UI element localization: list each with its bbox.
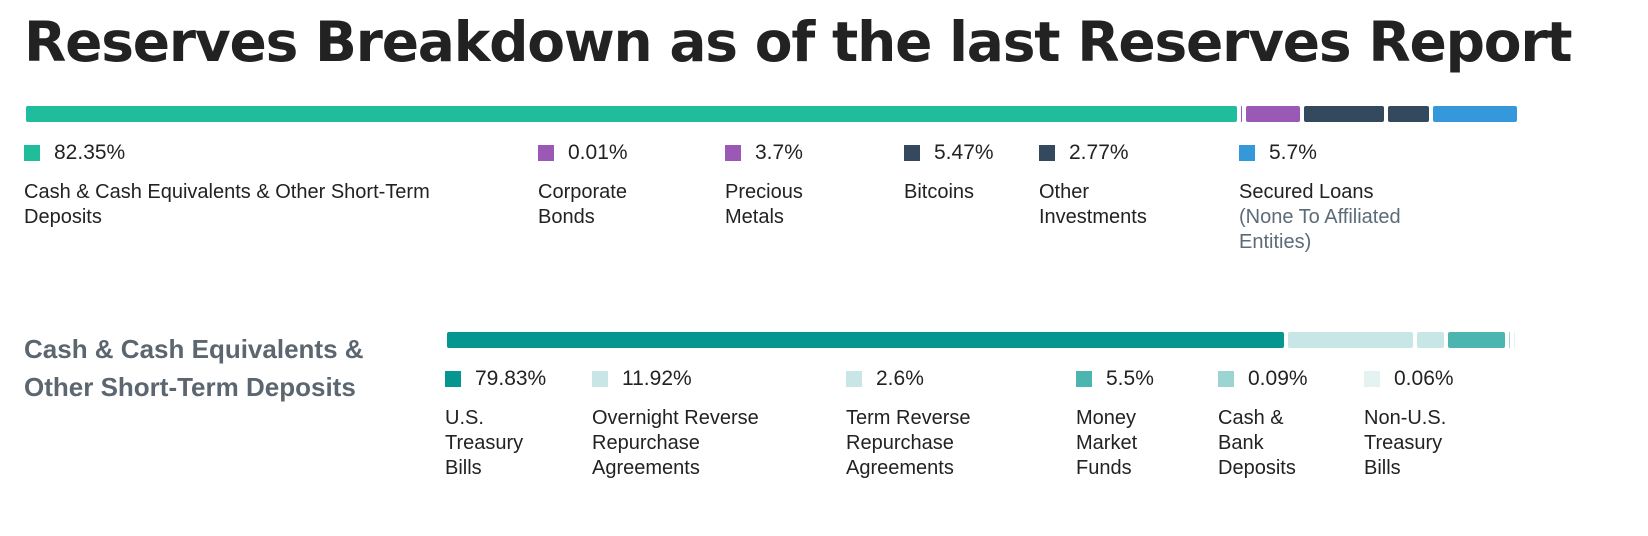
legend-label-line: Term Reverse <box>846 407 971 429</box>
reserves-legend-item-cash-and-cash-equivalents-and-other-short-term-deposits: 82.35% Cash & Cash Equivalents & Other Sh… <box>24 141 504 230</box>
reserves-bar-segment-secured-loans <box>1433 106 1517 122</box>
legend-label-line: Funds <box>1076 457 1132 479</box>
legend-label: Cash & Cash Equivalents & Other Short-Te… <box>24 180 504 230</box>
legend-swatch <box>1039 145 1055 161</box>
legend-swatch <box>1364 371 1380 387</box>
legend-label: Secured Loans (None To Affiliated Entities… <box>1239 180 1459 255</box>
reserves-legend-item-precious-metals: 3.7% Precious Metals <box>725 141 895 230</box>
cash-bar-segment-money-market-funds <box>1447 332 1506 348</box>
legend-swatch <box>725 145 741 161</box>
reserves-bar-segment-corporate-bonds <box>1240 106 1242 122</box>
legend-label-line: Cash & <box>1218 407 1284 429</box>
legend-swatch <box>445 371 461 387</box>
cash-stacked-bar <box>447 332 1516 348</box>
legend-label-line: Bills <box>445 457 482 479</box>
reserves-bar-segment-cash-and-cash-equivalents-and-other-short-term-deposits <box>26 106 1237 122</box>
legend-percentage: 2.77% <box>1069 141 1129 164</box>
legend-label: Other Investments <box>1039 180 1229 230</box>
legend-label-line: Market <box>1076 432 1138 454</box>
legend-label-line: Repurchase <box>592 432 700 454</box>
legend-percentage: 0.06% <box>1394 367 1454 390</box>
legend-label-line: Agreements <box>592 457 700 479</box>
cash-legend-item-non-u-s-treasury-bills: 0.06% Non-U.S. Treasury Bills <box>1364 367 1514 481</box>
legend-swatch <box>904 145 920 161</box>
cash-bar-segment-non-u-s-treasury-bills <box>1514 332 1516 348</box>
legend-label: U.S. Treasury Bills <box>445 406 585 481</box>
cash-legend-item-term-reverse-repurchase-agreements: 2.6% Term Reverse Repurchase Agreements <box>846 367 1066 481</box>
legend-label-line: Agreements <box>846 457 954 479</box>
legend-label-line: Cash & Cash Equivalents & Other Short-Te… <box>24 181 430 203</box>
reserves-legend-item-bitcoins: 5.47% Bitcoins <box>904 141 1034 205</box>
cash-section-title-line-2: Other Short-Term Deposits <box>24 372 356 402</box>
legend-label-line: Bonds <box>538 206 595 228</box>
legend-percentage: 0.09% <box>1248 367 1308 390</box>
cash-legend-item-money-market-funds: 5.5% Money Market Funds <box>1076 367 1211 481</box>
legend-percentage: 2.6% <box>876 367 924 390</box>
cash-legend-item-u-s-treasury-bills: 79.83% U.S. Treasury Bills <box>445 367 585 481</box>
legend-percentage: 82.35% <box>54 141 126 164</box>
cash-bar-segment-term-reverse-repurchase-agreements <box>1416 332 1444 348</box>
reserves-legend-item-other-investments: 2.77% Other Investments <box>1039 141 1229 230</box>
reserves-legend-item-secured-loans: 5.7% Secured Loans (None To Affiliated Enti… <box>1239 141 1459 255</box>
legend-label: Non-U.S. Treasury Bills <box>1364 406 1514 481</box>
reserves-bar-segment-other-investments <box>1388 106 1430 122</box>
legend-label-line: Money <box>1076 407 1137 429</box>
cash-legend-item-cash-and-bank-deposits: 0.09% Cash & Bank Deposits <box>1218 367 1358 481</box>
legend-label-line: Deposits <box>24 206 102 228</box>
legend-label-line: Treasury <box>445 432 524 454</box>
legend-label-line: Metals <box>725 206 784 228</box>
legend-label-line: U.S. <box>445 407 484 429</box>
legend-sublabel-line: Entities) <box>1239 231 1312 253</box>
legend-label: Term Reverse Repurchase Agreements <box>846 406 1066 481</box>
legend-swatch <box>1218 371 1234 387</box>
page-title: Reserves Breakdown as of the last Reserv… <box>24 10 1573 74</box>
legend-percentage: 5.5% <box>1106 367 1154 390</box>
legend-percentage: 79.83% <box>475 367 547 390</box>
reserves-bar-segment-bitcoins <box>1303 106 1385 122</box>
legend-swatch <box>24 145 40 161</box>
legend-sublabel-line: (None To Affiliated <box>1239 206 1401 228</box>
reserves-bar-segment-precious-metals <box>1245 106 1300 122</box>
legend-label-line: Secured Loans <box>1239 181 1374 203</box>
legend-label: Bitcoins <box>904 180 1034 205</box>
legend-percentage: 3.7% <box>755 141 803 164</box>
legend-label-line: Deposits <box>1218 457 1296 479</box>
legend-label-line: Treasury <box>1364 432 1443 454</box>
legend-label-line: Precious <box>725 181 803 203</box>
cash-bar-segment-u-s-treasury-bills <box>447 332 1284 348</box>
legend-swatch <box>1239 145 1255 161</box>
legend-label-line: Other <box>1039 181 1090 203</box>
legend-label-line: Overnight Reverse <box>592 407 759 429</box>
cash-section-title: Cash & Cash Equivalents & Other Short-Te… <box>24 330 364 406</box>
legend-percentage: 5.47% <box>934 141 994 164</box>
legend-label-line: Bitcoins <box>904 181 975 203</box>
legend-label: Cash & Bank Deposits <box>1218 406 1358 481</box>
legend-label-line: Non-U.S. <box>1364 407 1447 429</box>
legend-label-line: Bank <box>1218 432 1264 454</box>
cash-legend-item-overnight-reverse-repurchase-agreements: 11.92% Overnight Reverse Repurchase Agreeme… <box>592 367 832 481</box>
legend-percentage: 5.7% <box>1269 141 1317 164</box>
legend-label: Money Market Funds <box>1076 406 1211 481</box>
legend-swatch <box>846 371 862 387</box>
reserves-stacked-bar <box>26 106 1517 122</box>
cash-bar-segment-cash-and-bank-deposits <box>1509 332 1511 348</box>
legend-label-line: Repurchase <box>846 432 954 454</box>
legend-percentage: 11.92% <box>622 367 692 390</box>
legend-label-line: Investments <box>1039 206 1147 228</box>
legend-swatch <box>592 371 608 387</box>
legend-label: Precious Metals <box>725 180 895 230</box>
cash-section-title-line-1: Cash & Cash Equivalents & <box>24 334 364 364</box>
legend-label-line: Bills <box>1364 457 1401 479</box>
reserves-legend-item-corporate-bonds: 0.01% Corporate Bonds <box>538 141 708 230</box>
legend-swatch <box>538 145 554 161</box>
legend-label: Overnight Reverse Repurchase Agreements <box>592 406 832 481</box>
cash-bar-segment-overnight-reverse-repurchase-agreements <box>1287 332 1413 348</box>
legend-percentage: 0.01% <box>568 141 628 164</box>
legend-swatch <box>1076 371 1092 387</box>
legend-label-line: Corporate <box>538 181 627 203</box>
legend-label: Corporate Bonds <box>538 180 708 230</box>
